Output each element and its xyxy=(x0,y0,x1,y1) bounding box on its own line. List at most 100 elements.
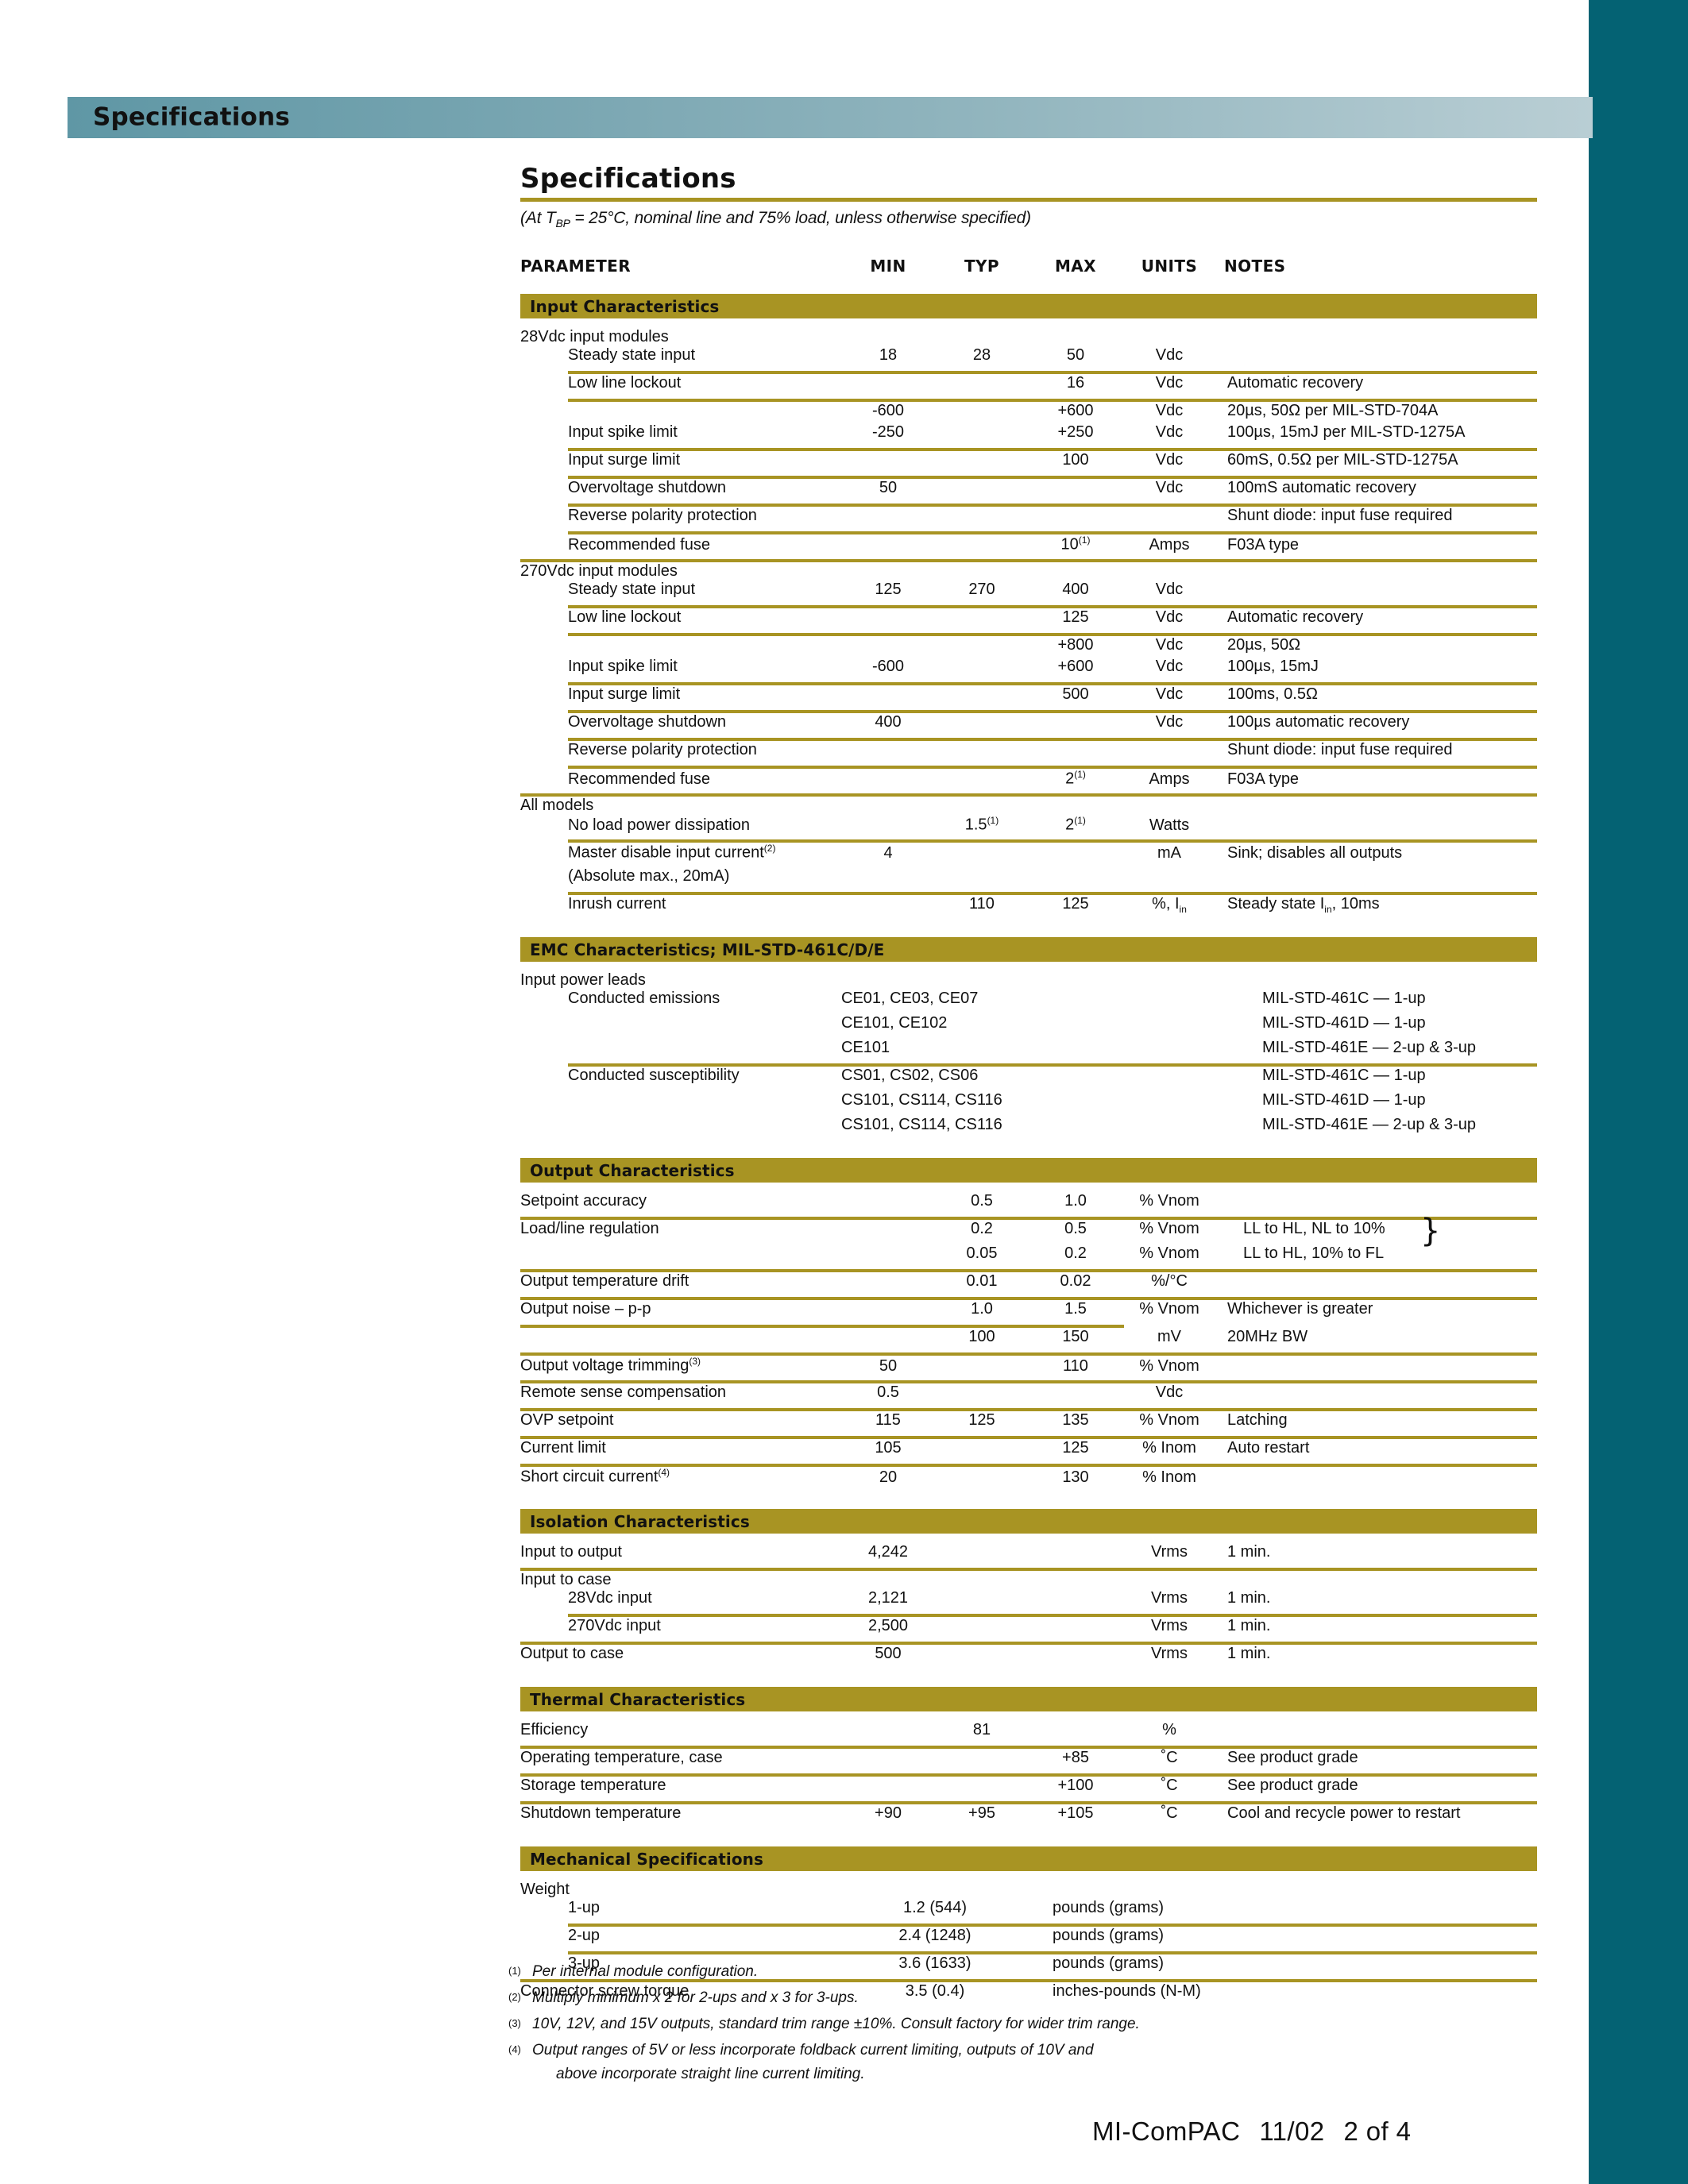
row-rule xyxy=(520,1297,1537,1301)
cell-min: 105 xyxy=(875,1439,902,1457)
col-typ: TYP xyxy=(964,257,999,276)
row-rule xyxy=(568,399,1537,403)
cell-units: Vdc xyxy=(1155,581,1184,599)
footnote-marker: (1) xyxy=(1074,815,1086,827)
row-label-spacer xyxy=(520,1014,841,1032)
row-rule xyxy=(568,1951,1537,1955)
row-label: No load power dissipation xyxy=(568,816,751,834)
section-header-isolation: Isolation Characteristics xyxy=(520,1509,1537,1534)
table-row: Short circuit current(4) 20 130 % Inom xyxy=(520,1467,1537,1491)
page-footer: MI-ComPAC 11/02 2 of 4 xyxy=(1092,2116,1411,2147)
table-row: Output to case 500 Vrms 1 min. xyxy=(520,1645,1537,1669)
table-row: Connector screw torque 3.5 (0.4) inches-… xyxy=(520,1982,1537,2007)
cell-notes: 1 min. xyxy=(1227,1589,1271,1607)
cell-test-ids: CS101, CS114, CS116 xyxy=(841,1116,1002,1134)
table-row: -600 +600 Vdc 20µs, 50Ω per MIL-STD-704A xyxy=(520,402,1537,426)
cell-max: 100 xyxy=(1062,451,1089,469)
table-row: Remote sense compensation 0.5 Vdc xyxy=(520,1383,1537,1408)
row-rule xyxy=(520,1325,1124,1329)
cell-units: Vdc xyxy=(1155,451,1184,469)
cell-min: 2,121 xyxy=(867,1589,909,1607)
group-weight: Weight xyxy=(520,1881,570,1899)
row-label: Load/line regulation xyxy=(520,1220,659,1238)
section-header-output: Output Characteristics xyxy=(520,1158,1537,1183)
cell-units: % xyxy=(1162,1721,1176,1739)
cell-test-ids: CE01, CE03, CE07 xyxy=(841,990,979,1008)
footnote-marker: (2) xyxy=(508,1991,521,2003)
footnote-marker: (1) xyxy=(987,815,999,827)
table-row: 270Vdc input 2,500 Vrms 1 min. xyxy=(520,1617,1537,1642)
row-rule xyxy=(568,766,1537,770)
row-rule xyxy=(520,1380,1537,1384)
cell-units: Vrms xyxy=(1151,1617,1188,1635)
row-rule xyxy=(520,1269,1537,1273)
table-row: Master disable input current(2) 4 mA Sin… xyxy=(520,843,1537,867)
cell-test-ids: CE101, CE102 xyxy=(841,1014,948,1032)
page-subtitle: (At TBP = 25°C, nominal line and 75% loa… xyxy=(520,209,1537,230)
row-rule xyxy=(568,531,1537,535)
cell-max: 10(1) xyxy=(1060,534,1091,554)
cell-units: Vdc xyxy=(1155,658,1184,676)
group-all-models: All models xyxy=(520,797,594,815)
cell-notes: 1 min. xyxy=(1227,1645,1271,1663)
table-header-row: PARAMETER MIN TYP MAX UNITS NOTES xyxy=(520,257,1537,281)
cell-units: Vdc xyxy=(1155,374,1184,392)
footnote-text: Output ranges of 5V or less incorporate … xyxy=(532,2042,1094,2059)
cell-typ: +95 xyxy=(968,1804,995,1823)
cell-max: 135 xyxy=(1062,1411,1089,1430)
cell-units: Watts xyxy=(1149,816,1190,834)
table-row: 100 150 mV 20MHz BW xyxy=(520,1328,1537,1352)
row-label: Conducted emissions xyxy=(568,990,720,1008)
cell-notes: See product grade xyxy=(1227,1749,1358,1767)
table-row-continuation: (Absolute max., 20mA) xyxy=(520,867,1537,892)
cell-units: Vdc xyxy=(1155,346,1184,365)
row-label: Short circuit current(4) xyxy=(520,1467,670,1486)
cell-units: inches-pounds (N-M) xyxy=(1053,1982,1201,2001)
cell-notes: 100µs automatic recovery xyxy=(1227,713,1410,731)
table-row: Current limit 105 125 % Inom Auto restar… xyxy=(520,1439,1537,1464)
cell-value: 2.4 (1248) xyxy=(898,1927,971,1945)
cell-max: 400 xyxy=(1062,581,1089,599)
row-label: 28Vdc input xyxy=(568,1589,652,1607)
section-header-thermal: Thermal Characteristics xyxy=(520,1687,1537,1712)
cell-standard: MIL-STD-461C — 1-up xyxy=(1262,1067,1426,1085)
cell-standard: MIL-STD-461D — 1-up xyxy=(1262,1014,1426,1032)
table-row: 28Vdc input 2,121 Vrms 1 min. xyxy=(520,1589,1537,1614)
row-rule xyxy=(568,1614,1537,1618)
cell-max: 110 xyxy=(1063,1356,1088,1375)
cell-units: ˚C xyxy=(1161,1777,1178,1795)
cell-units: Vdc xyxy=(1155,685,1184,704)
table-row: CE101 MIL-STD-461E — 2-up & 3-up xyxy=(520,1039,1537,1063)
cell-max: 0.2 xyxy=(1064,1244,1087,1263)
cell-max: +600 xyxy=(1057,402,1094,420)
cell-units: Vdc xyxy=(1155,402,1184,420)
cell-notes: F03A type xyxy=(1227,770,1300,788)
col-min: MIN xyxy=(870,257,906,276)
row-rule xyxy=(520,1352,1537,1356)
cell-notes: 100mS automatic recovery xyxy=(1227,479,1416,497)
row-label: Reverse polarity protection xyxy=(568,507,757,525)
table-row: Input spike limit -600 +600 Vdc 100µs, 1… xyxy=(520,658,1537,682)
cell-notes: 20MHz BW xyxy=(1227,1328,1308,1346)
table-row: Reverse polarity protection Shunt diode:… xyxy=(520,741,1537,766)
table-row: 2-up 2.4 (1248) pounds (grams) xyxy=(520,1927,1537,1951)
cell-max: 0.5 xyxy=(1064,1220,1087,1238)
row-label: Output voltage trimming(3) xyxy=(520,1356,701,1375)
cell-notes: 20µs, 50Ω per MIL-STD-704A xyxy=(1227,402,1439,420)
row-rule xyxy=(568,605,1537,609)
cell-units: %, Iin xyxy=(1152,895,1187,916)
row-rule xyxy=(520,1746,1537,1750)
footer-product: MI-ComPAC xyxy=(1092,2116,1241,2146)
cell-max: 125 xyxy=(1062,895,1089,913)
cell-units: Vdc xyxy=(1155,1383,1184,1402)
row-label: Shutdown temperature xyxy=(520,1804,682,1823)
table-row: Efficiency 81 % xyxy=(520,1721,1537,1746)
row-rule xyxy=(568,682,1537,686)
row-label: 1-up xyxy=(568,1899,601,1917)
cell-min: -600 xyxy=(871,658,905,676)
table-row: +800 Vdc 20µs, 50Ω xyxy=(520,636,1537,661)
cell-test-ids: CS01, CS02, CS06 xyxy=(841,1067,979,1085)
cell-min: +90 xyxy=(875,1804,902,1823)
cell-units: Vdc xyxy=(1155,636,1184,654)
row-label: Current limit xyxy=(520,1439,606,1457)
